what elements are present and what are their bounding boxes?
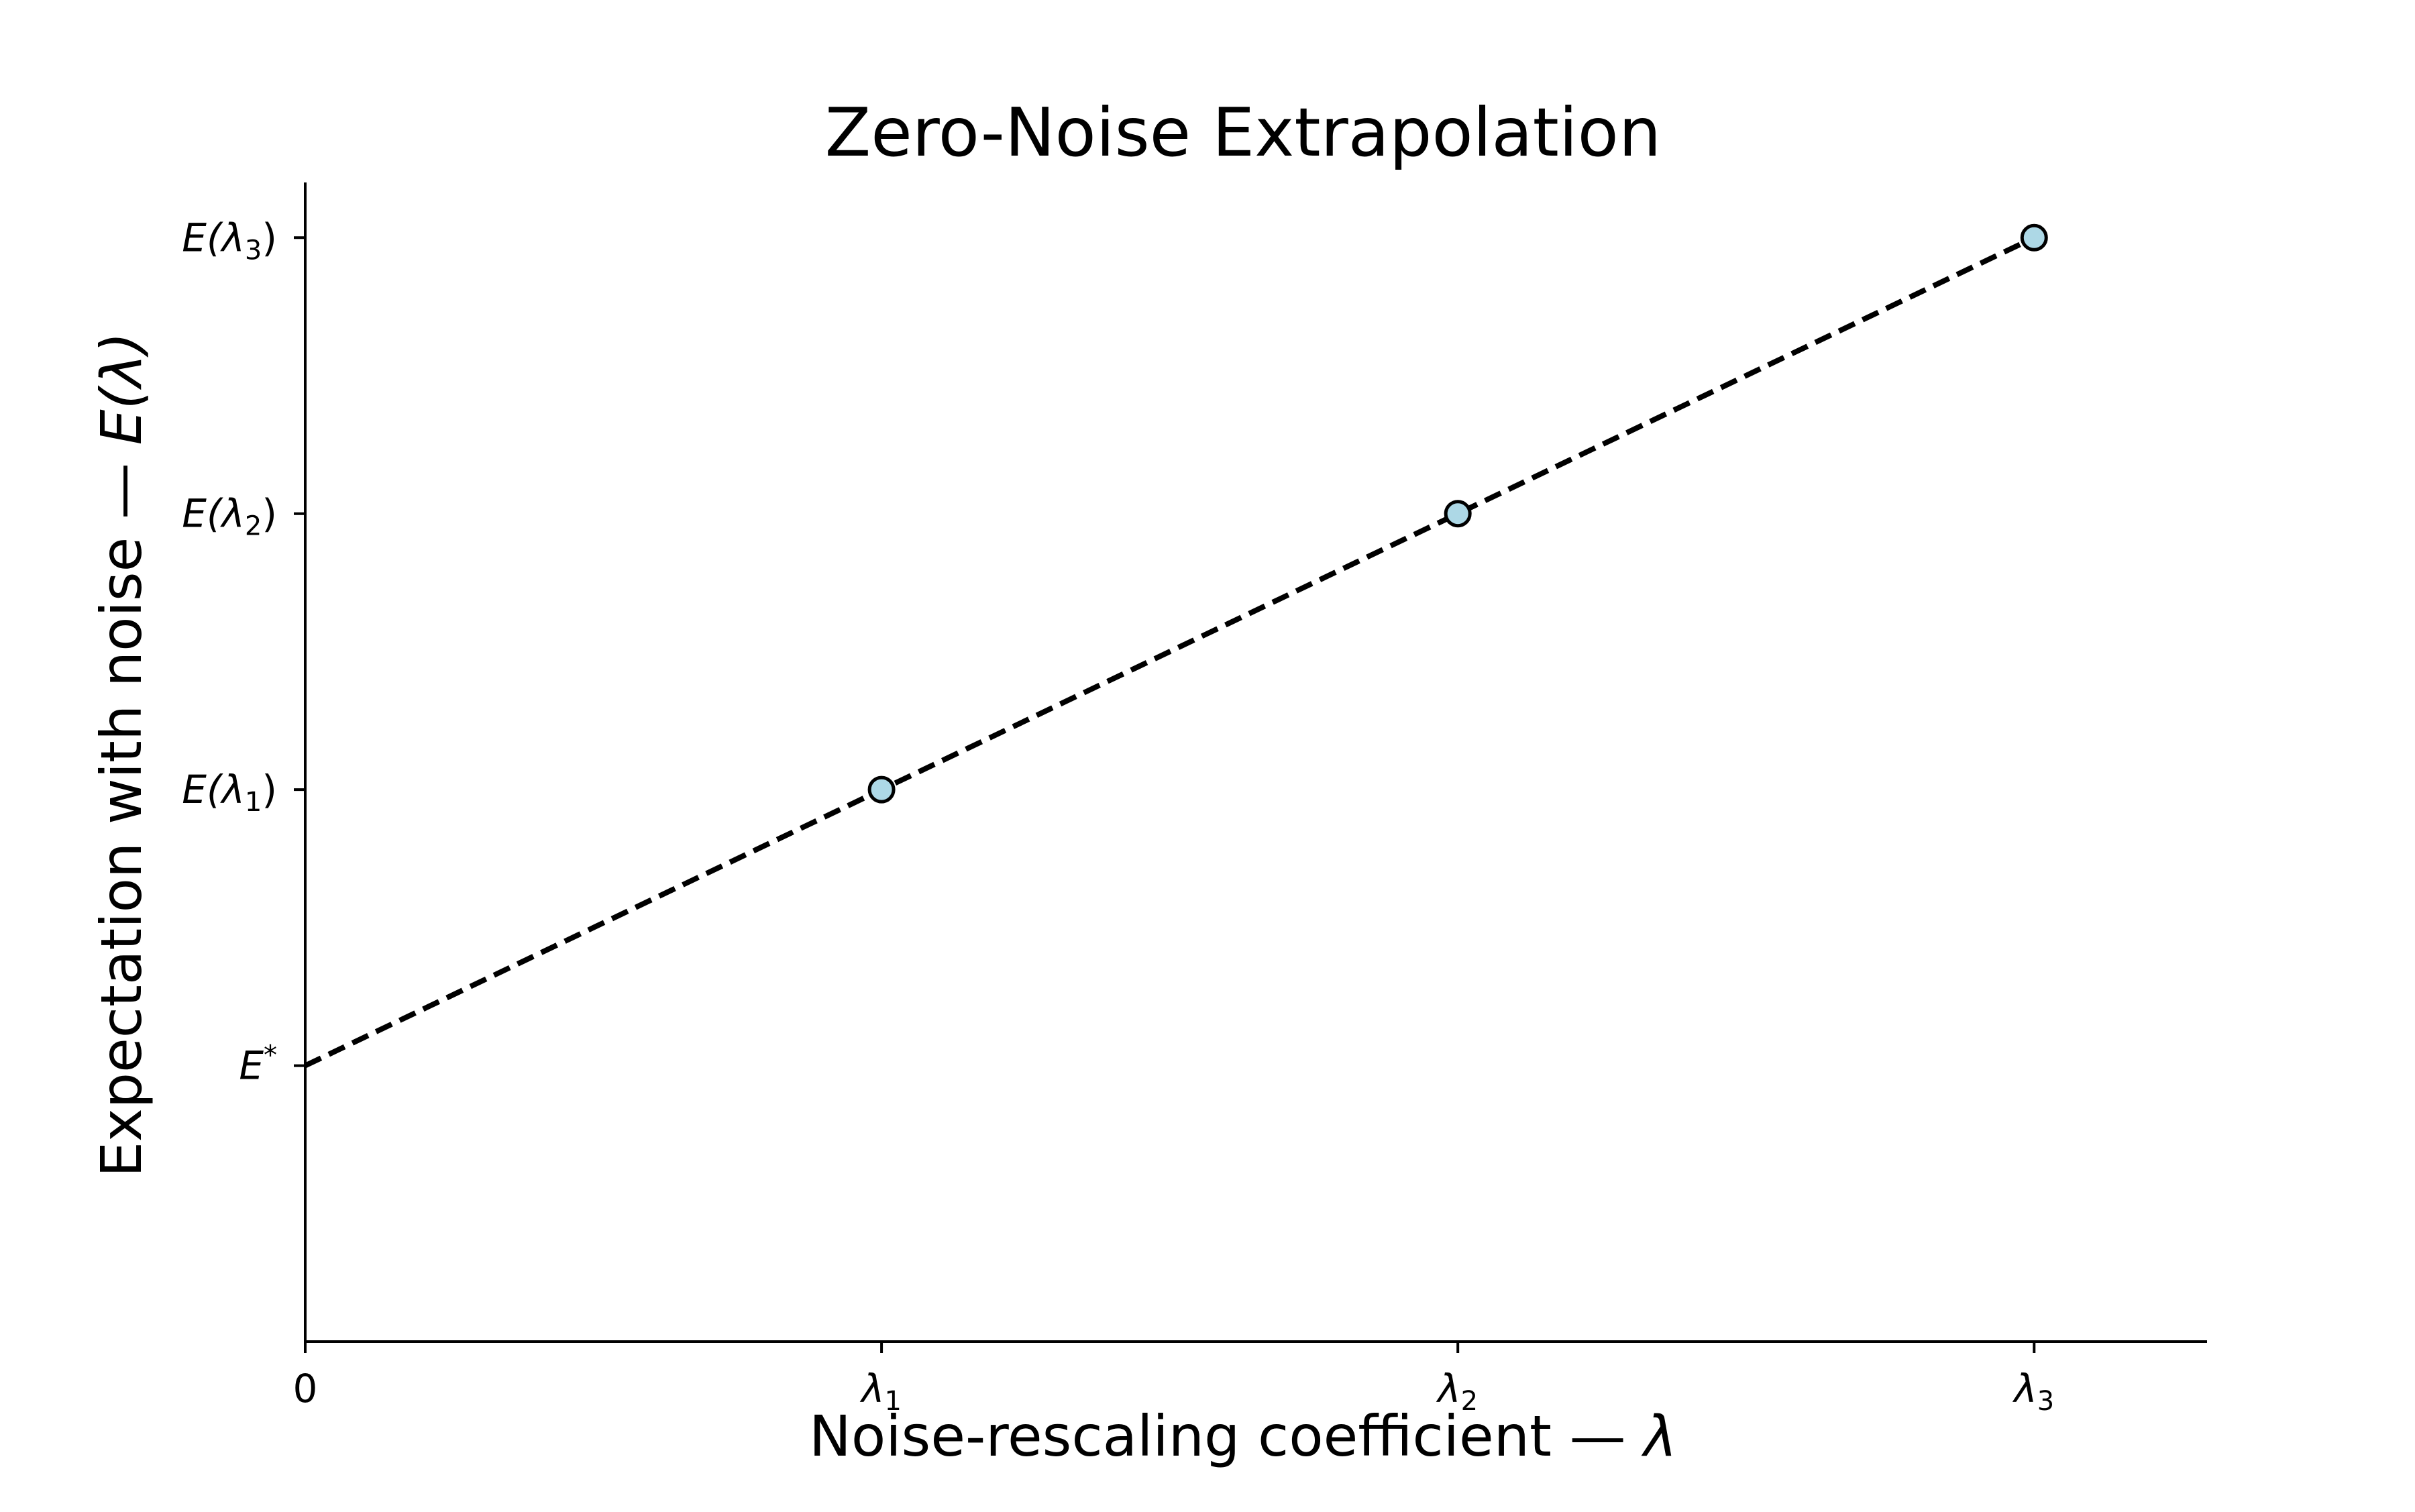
fit-line-group xyxy=(304,235,2036,1069)
y-axis-label-text: Expectation with noise — xyxy=(89,445,154,1177)
fit-line xyxy=(304,235,2036,1069)
chart-title: Zero-Noise Extrapolation xyxy=(825,93,1661,172)
y-axis-label: Expectation with noise — E(λ) xyxy=(89,332,154,1177)
y-axis-label-symbol: E(λ) xyxy=(89,332,154,445)
data-point xyxy=(2020,223,2048,252)
x-tick-label: λ2 xyxy=(1436,1366,1478,1417)
x-axis-ticks: 0 λ1 λ2 λ3 xyxy=(293,1342,2054,1417)
y-axis-ticks: E* E(λ1) E(λ2) E(λ3) xyxy=(182,215,305,1089)
y-tick-label: E* xyxy=(239,1040,277,1089)
x-tick-label: 0 xyxy=(293,1366,318,1411)
data-points xyxy=(867,223,2048,804)
data-point xyxy=(1444,500,1472,528)
x-tick-label: λ1 xyxy=(859,1366,902,1417)
y-tick-label: E(λ2) xyxy=(182,491,277,542)
x-axis-label-text: Noise-rescaling coefficient — xyxy=(809,1403,1644,1469)
y-tick-label: E(λ3) xyxy=(182,215,277,266)
axes xyxy=(304,182,2207,1343)
data-point xyxy=(867,775,896,804)
x-axis-label-symbol: λ xyxy=(1641,1403,1677,1469)
y-tick-label: E(λ1) xyxy=(182,767,277,818)
x-axis-label: Noise-rescaling coefficient — λ xyxy=(809,1403,1677,1469)
x-tick-label: λ3 xyxy=(2012,1366,2054,1417)
